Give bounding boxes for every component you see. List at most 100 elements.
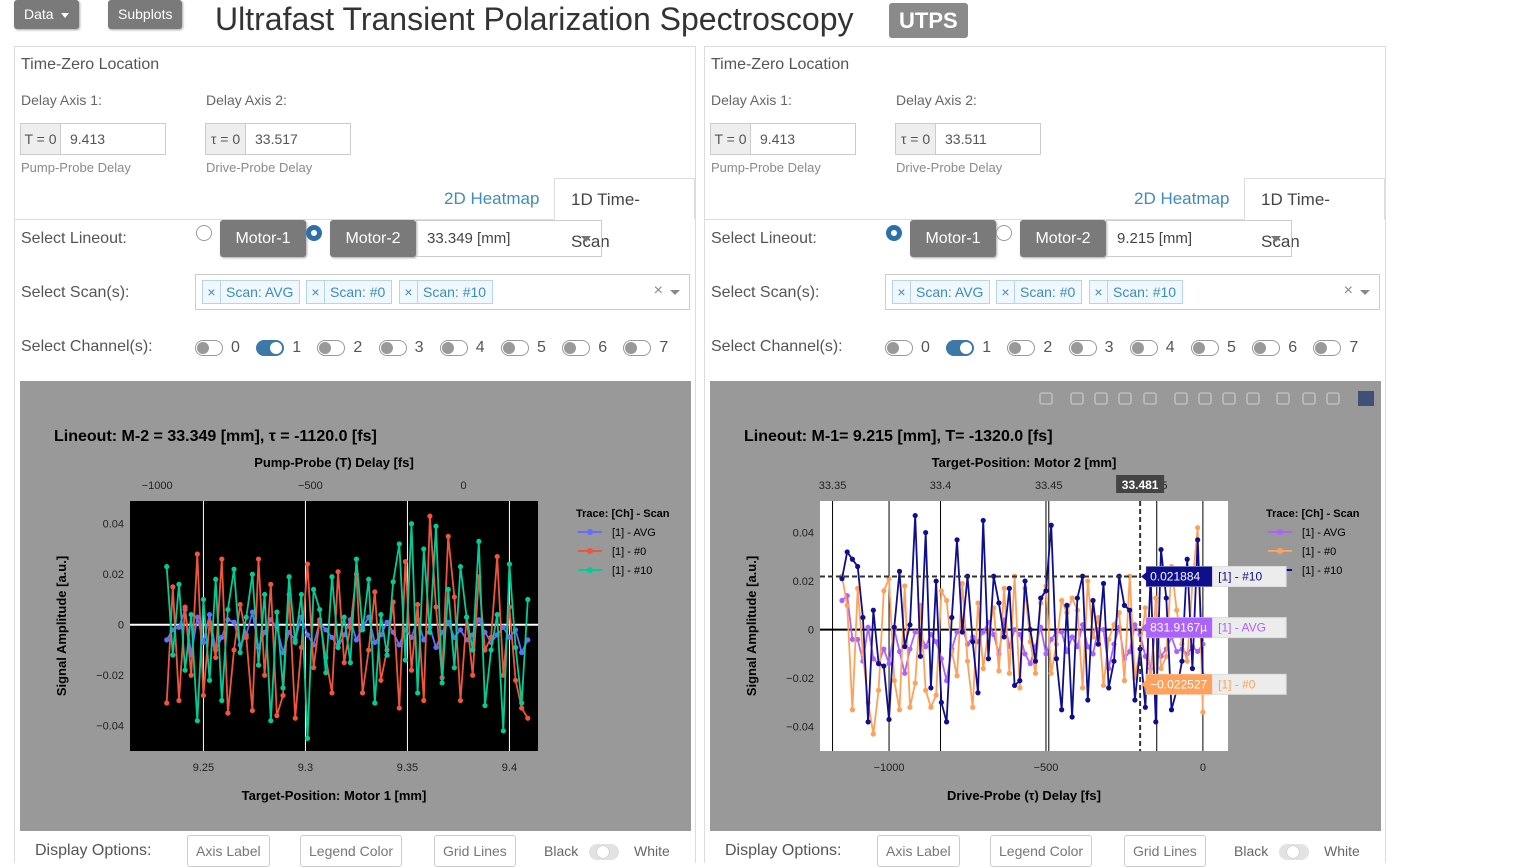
chevron-down-icon[interactable] (1360, 290, 1370, 295)
remove-chip-icon[interactable]: × (307, 281, 325, 303)
display-option-button[interactable]: Axis Label (877, 835, 960, 867)
channel-toggle-7[interactable] (1313, 340, 1342, 356)
motor-1-radio[interactable] (886, 225, 902, 241)
delay-axis-1-input[interactable]: T = 0 9.413 (20, 123, 166, 155)
channel-toggle-2[interactable] (1007, 340, 1036, 356)
scan-chip[interactable]: × Scan: #0 (306, 280, 393, 304)
delay-axis-1-input[interactable]: T = 0 9.413 (710, 123, 856, 155)
box-select-icon[interactable] (1118, 392, 1132, 405)
clear-all-icon[interactable]: × (653, 282, 663, 299)
tab-1d-time-scan[interactable]: 1D Time-Scan (554, 178, 695, 251)
spike-lines-icon[interactable] (1276, 392, 1290, 405)
zoom-in-icon[interactable] (1174, 392, 1188, 405)
motor-1-button[interactable]: Motor-1 (220, 220, 306, 257)
scan-chip[interactable]: × Scan: #10 (399, 280, 494, 304)
scan-multiselect[interactable]: × Scan: AVG × Scan: #0 × Scan: #10 × (195, 274, 690, 310)
zoom-out-icon[interactable] (1198, 392, 1212, 405)
data-point (1085, 578, 1091, 584)
zoom-icon[interactable] (1070, 392, 1084, 405)
lineout-position-select[interactable]: 9.215 [mm] (1106, 220, 1292, 257)
display-option-button[interactable]: Legend Color (990, 835, 1093, 867)
pan-icon[interactable] (1094, 392, 1108, 405)
autoscale-icon[interactable] (1222, 392, 1236, 405)
clear-all-icon[interactable]: × (1343, 282, 1353, 299)
channel-toggle-5[interactable] (501, 340, 529, 356)
scan-chip[interactable]: × Scan: AVG (202, 280, 301, 304)
motor-1-radio[interactable] (196, 225, 212, 241)
plot-svg[interactable]: Lineout: M-2 = 33.349 [mm], τ = -1120.0 … (20, 381, 691, 831)
channel-toggle-5[interactable] (1191, 340, 1219, 356)
channel-toggle-3[interactable] (1068, 340, 1097, 356)
scan-chip[interactable]: × Scan: #10 (1089, 280, 1184, 304)
channel-toggle-3[interactable] (378, 340, 407, 356)
display-option-button[interactable]: Grid Lines (434, 835, 516, 867)
chevron-down-icon (581, 236, 591, 242)
motor-1-button[interactable]: Motor-1 (910, 220, 996, 257)
data-point (912, 680, 918, 686)
channel-toggle-6[interactable] (1252, 340, 1281, 356)
data-point (464, 614, 470, 620)
channel-number: 3 (414, 339, 424, 356)
delay-axis-2-input[interactable]: τ = 0 33.511 (895, 123, 1041, 155)
remove-chip-icon[interactable]: × (997, 281, 1015, 303)
data-point (938, 699, 944, 706)
data-menu-button[interactable]: Data (14, 0, 79, 29)
chevron-down-icon[interactable] (670, 290, 680, 295)
camera-icon[interactable] (1039, 392, 1053, 405)
remove-chip-icon[interactable]: × (893, 281, 911, 303)
hover-closest-icon[interactable] (1302, 392, 1316, 405)
plot-area[interactable]: Lineout: M-2 = 33.349 [mm], τ = -1120.0 … (20, 381, 691, 831)
plotly-logo-icon[interactable] (1358, 391, 1374, 406)
scan-chip[interactable]: × Scan: #0 (996, 280, 1083, 304)
channel-toggle-1[interactable] (256, 340, 285, 356)
data-point (470, 647, 476, 653)
tab-2d-heatmap[interactable]: 2D Heatmap (444, 189, 540, 208)
hover-value: −0.022527 (1150, 677, 1207, 691)
lasso-icon[interactable] (1143, 392, 1157, 405)
channel-toggle-4[interactable] (1129, 340, 1158, 356)
channel-toggle-1[interactable] (946, 340, 975, 356)
display-option-button[interactable]: Legend Color (300, 835, 403, 867)
data-point (902, 670, 908, 676)
remove-chip-icon[interactable]: × (1090, 281, 1108, 303)
tab-1d-time-scan[interactable]: 1D Time-Scan (1244, 178, 1385, 251)
reset-axes-icon[interactable] (1246, 392, 1260, 405)
lineout-position-select[interactable]: 33.349 [mm] (416, 220, 602, 257)
data-point (433, 604, 439, 610)
plot-area[interactable]: Lineout: M-1= 9.215 [mm], T= -1320.0 [fs… (710, 381, 1381, 831)
delay-axis-2-value[interactable]: 33.517 (255, 131, 298, 147)
subplots-button[interactable]: Subplots (108, 0, 183, 29)
display-option-button[interactable]: Grid Lines (1124, 835, 1206, 867)
display-option-button[interactable]: Axis Label (187, 835, 270, 867)
scan-multiselect[interactable]: × Scan: AVG × Scan: #0 × Scan: #10 × (885, 274, 1380, 310)
data-point (206, 612, 213, 618)
channel-toggle-2[interactable] (317, 340, 346, 356)
tab-2d-heatmap[interactable]: 2D Heatmap (1134, 189, 1230, 208)
channel-toggle-7[interactable] (623, 340, 652, 356)
background-color-switch[interactable] (589, 844, 619, 860)
delay-axis-1-label: Delay Axis 1: (711, 92, 792, 108)
background-color-switch[interactable] (1279, 844, 1309, 860)
channels-label: Select Channel(s): (711, 338, 843, 355)
delay-axis-2-value[interactable]: 33.511 (945, 131, 987, 147)
data-point (1064, 602, 1070, 608)
channel-toggle-6[interactable] (562, 340, 591, 356)
motor-2-button[interactable]: Motor-2 (330, 220, 416, 257)
motor-2-radio[interactable] (996, 225, 1012, 241)
channel-toggle-4[interactable] (439, 340, 468, 356)
delay-axis-1-value[interactable]: 9.413 (760, 131, 796, 147)
channel-toggle-0[interactable] (885, 340, 913, 356)
delay-axis-1-value[interactable]: 9.413 (70, 131, 106, 147)
remove-chip-icon[interactable]: × (203, 281, 221, 303)
hover-compare-icon[interactable] (1326, 392, 1340, 405)
scan-chip[interactable]: × Scan: AVG (892, 280, 991, 304)
legend-entry: [1] - AVG (1302, 527, 1346, 539)
data-point (907, 622, 913, 628)
plot-svg[interactable]: Lineout: M-1= 9.215 [mm], T= -1320.0 [fs… (710, 381, 1381, 831)
remove-chip-icon[interactable]: × (400, 281, 418, 303)
channel-toggle-0[interactable] (195, 340, 223, 356)
data-point (902, 644, 908, 650)
delay-axis-2-input[interactable]: τ = 0 33.517 (205, 123, 351, 155)
motor-2-button[interactable]: Motor-2 (1020, 220, 1106, 257)
motor-2-radio[interactable] (306, 225, 322, 241)
